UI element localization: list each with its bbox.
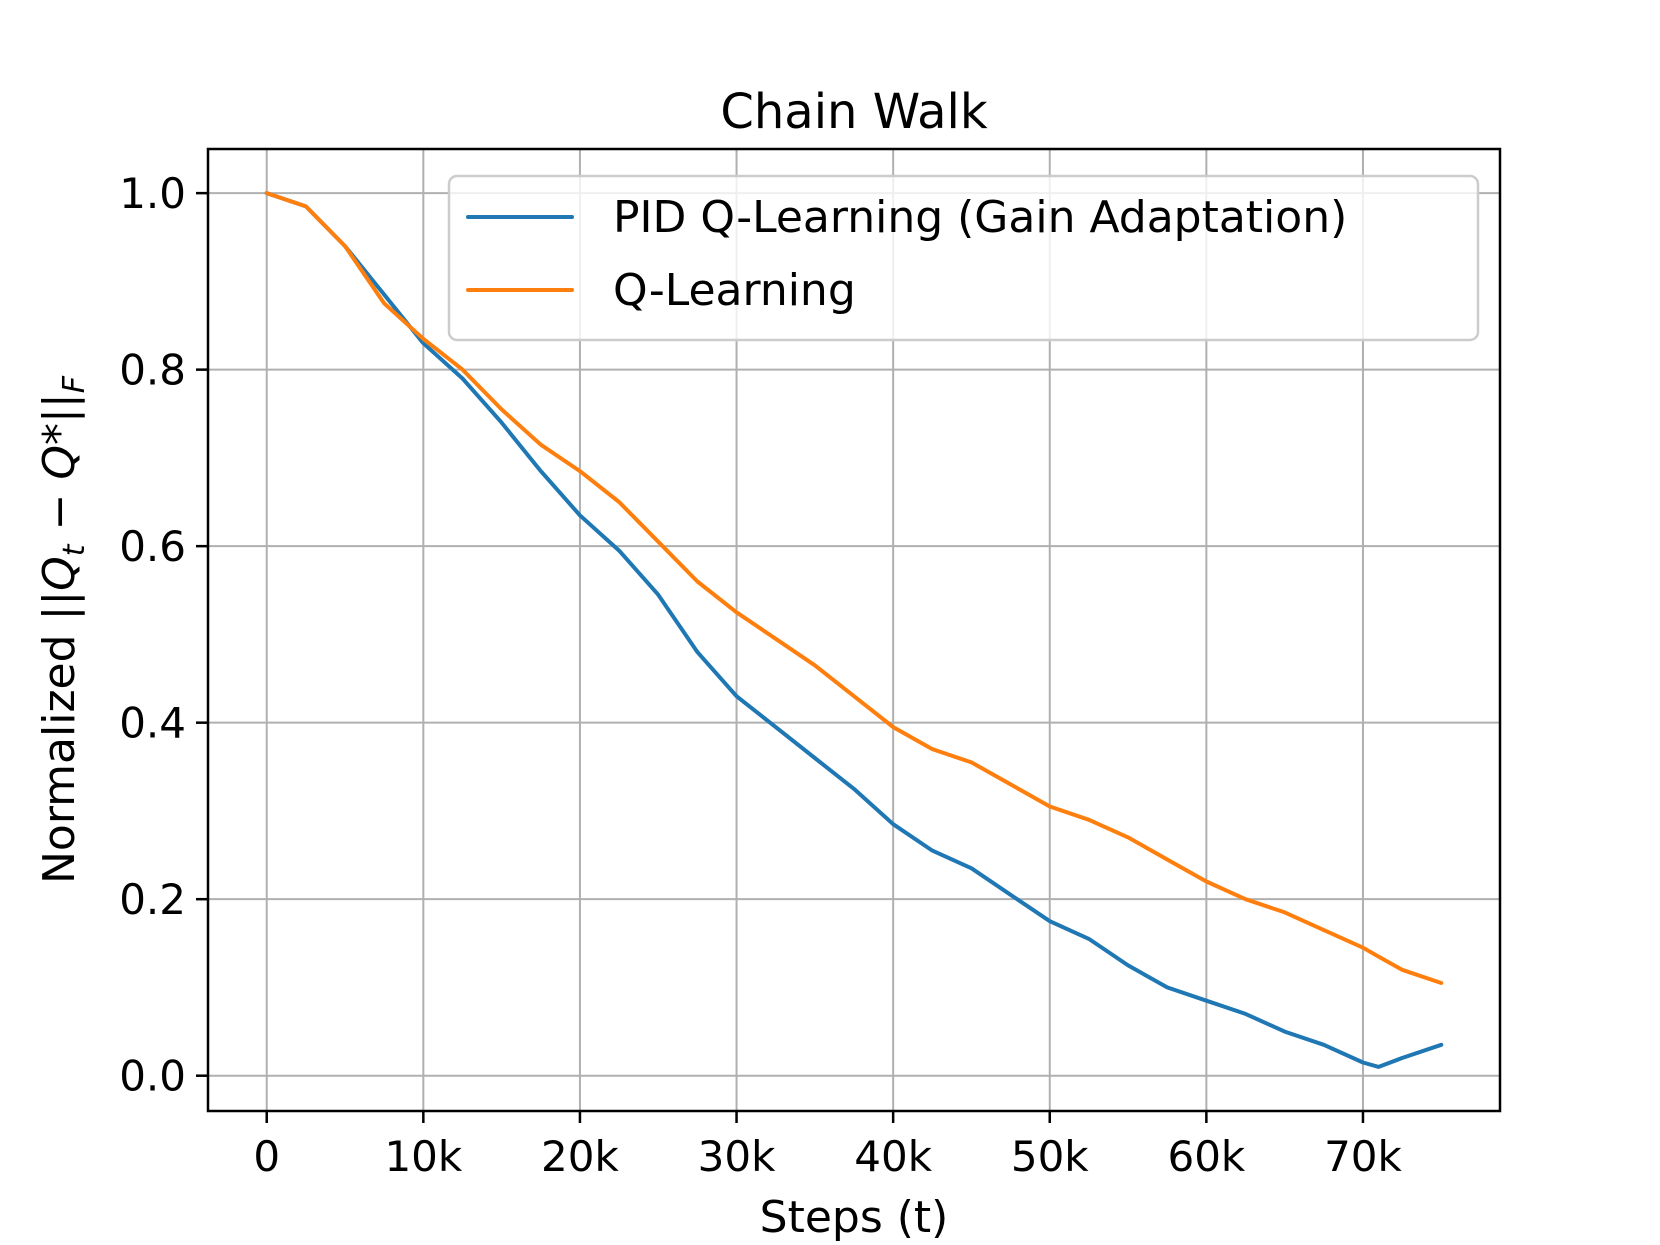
x-tick-label: 10k	[384, 1132, 462, 1181]
y-tick-label: 0.0	[119, 1052, 186, 1101]
x-tick-label: 0	[253, 1132, 280, 1181]
series-layer	[264, 191, 1444, 1069]
series-line-pid	[264, 191, 1444, 1069]
y-label-qstar: Q*	[34, 423, 85, 480]
x-tick-label: 30k	[698, 1132, 776, 1181]
y-tick-label: 0.6	[119, 522, 186, 571]
ticks: 0 10k 20k 30k 40k 50k 60k 70k 0.0 0.2 0.4 0.6 0.8 1.0	[119, 169, 1402, 1181]
axes-frame	[206, 147, 1502, 1113]
legend-box	[447, 174, 1480, 342]
chart-title: Chain Walk	[720, 84, 988, 140]
x-tick-label: 60k	[1167, 1132, 1245, 1181]
x-tick-label: 40k	[854, 1132, 932, 1181]
y-label-q: Q	[34, 556, 85, 591]
y-label-bars: ||	[34, 393, 85, 423]
x-axis-label: Steps (t)	[760, 1192, 949, 1243]
legend-label-q-learning: Q-Learning	[613, 265, 856, 316]
y-tick-label: 1.0	[119, 169, 186, 218]
y-label-f-subscript: F	[57, 375, 92, 393]
y-tick-label: 0.8	[119, 346, 186, 395]
y-label-t-subscript: t	[57, 543, 92, 556]
x-tick-label: 50k	[1011, 1132, 1089, 1181]
y-tick-label: 0.2	[119, 875, 186, 924]
legend-label-pid: PID Q-Learning (Gain Adaptation)	[613, 192, 1347, 243]
legend: PID Q-Learning (Gain Adaptation) Q-Learn…	[447, 174, 1480, 342]
x-tick-label: 70k	[1324, 1132, 1402, 1181]
y-axis-label: Normalized ||Qt − Q*||F	[34, 375, 92, 884]
y-tick-label: 0.4	[119, 699, 186, 748]
y-label-prefix: Normalized ||	[34, 591, 85, 884]
x-tick-label: 20k	[541, 1132, 619, 1181]
series-line-q-learning	[264, 191, 1444, 985]
y-label-middle: −	[34, 480, 85, 545]
